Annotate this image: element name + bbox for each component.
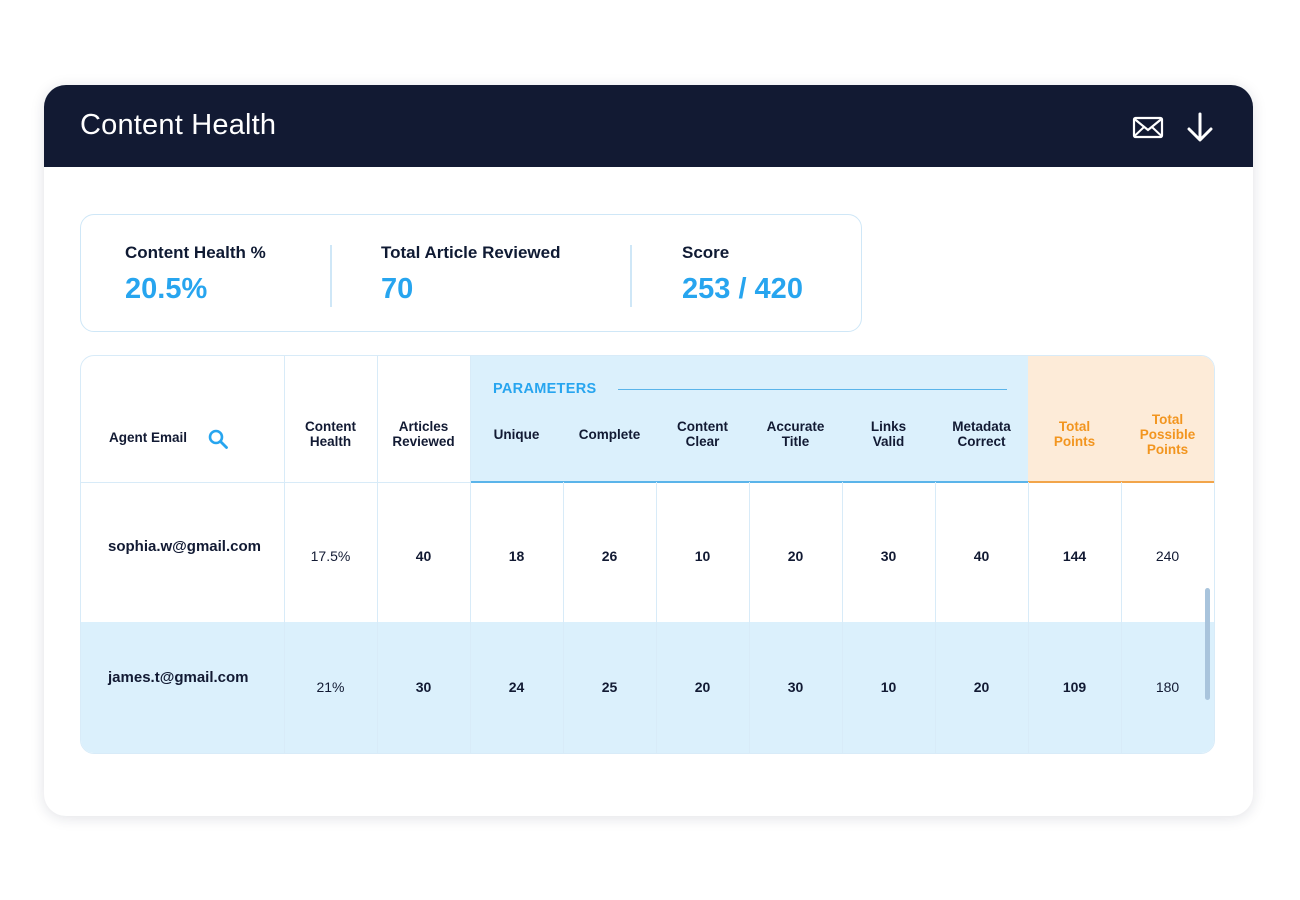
column-divider xyxy=(656,482,657,753)
content-health-value: 20.5% xyxy=(125,273,208,305)
complete-header: Complete xyxy=(563,414,656,454)
download-icon[interactable] xyxy=(1182,109,1218,145)
header-line: Content xyxy=(305,419,356,434)
articles-value: 70 xyxy=(381,273,414,305)
complete-cell: 26 xyxy=(601,548,618,564)
content-health-cell: 21% xyxy=(316,679,345,695)
card-header: Content Health xyxy=(44,85,1253,167)
parameters-rule xyxy=(618,389,1007,390)
content-clear-cell: 20 xyxy=(694,679,711,695)
header-line: Title xyxy=(781,434,810,449)
links-valid-header: Links Valid xyxy=(842,414,935,454)
total-possible-points-header: Total Possible Points xyxy=(1121,406,1214,462)
mail-icon[interactable] xyxy=(1130,109,1166,145)
summary-panel: Content Health % 20.5% Total Article Rev… xyxy=(80,214,862,332)
header-line: Correct xyxy=(957,434,1006,449)
total-points-header: Total Points xyxy=(1028,414,1121,454)
parameters-header-bg xyxy=(470,356,1028,482)
column-divider xyxy=(284,356,285,753)
header-line: Possible xyxy=(1139,426,1196,442)
totals-header-bg xyxy=(1028,356,1214,482)
column-divider xyxy=(470,356,471,753)
page-title: Content Health xyxy=(80,109,277,141)
column-divider xyxy=(377,356,378,753)
header-line: Unique xyxy=(493,426,540,442)
total-possible-points-cell: 240 xyxy=(1155,548,1180,564)
content-clear-header: Content Clear xyxy=(656,414,749,454)
content-clear-cell: 10 xyxy=(694,548,711,564)
metadata-correct-header: Metadata Correct xyxy=(935,414,1028,454)
parameters-label: PARAMETERS xyxy=(493,381,597,397)
total-possible-points-cell: 180 xyxy=(1155,679,1180,695)
unique-cell: 24 xyxy=(508,679,525,695)
header-line: Total xyxy=(1151,411,1184,427)
total-points-cell: 144 xyxy=(1062,548,1087,564)
column-divider xyxy=(935,482,936,753)
vertical-scrollbar[interactable] xyxy=(1205,588,1210,700)
content-health-label: Content Health % xyxy=(125,243,266,262)
content-health-header: Content Health xyxy=(284,414,377,454)
content-health-stat: Content Health % 20.5% xyxy=(125,243,266,306)
column-divider xyxy=(563,482,564,753)
column-divider xyxy=(1028,482,1029,753)
articles-reviewed-cell: 40 xyxy=(415,548,432,564)
table-row-highlight xyxy=(81,622,1214,753)
score-value: 253 / 420 xyxy=(682,273,803,305)
agents-table: Agent Email Content Health Articles Revi… xyxy=(80,355,1215,754)
score-label: Score xyxy=(682,243,730,262)
metadata-correct-cell: 40 xyxy=(973,548,990,564)
links-valid-cell: 10 xyxy=(880,679,897,695)
header-line: Complete xyxy=(578,426,641,442)
header-line: Accurate xyxy=(766,419,825,434)
metadata-correct-cell: 20 xyxy=(973,679,990,695)
header-line: Points xyxy=(1146,441,1189,457)
unique-header: Unique xyxy=(470,414,563,454)
complete-cell: 25 xyxy=(601,679,618,695)
agent-email[interactable]: james.t@gmail.com xyxy=(108,669,249,686)
search-icon[interactable] xyxy=(207,428,229,450)
unique-cell: 18 xyxy=(508,548,525,564)
content-health-cell: 17.5% xyxy=(310,548,351,564)
header-line: Links xyxy=(870,419,907,434)
column-divider xyxy=(842,482,843,753)
links-valid-cell: 30 xyxy=(880,548,897,564)
header-line: Points xyxy=(1053,434,1096,449)
score-stat: Score 253 / 420 xyxy=(682,243,803,306)
accurate-title-cell: 30 xyxy=(787,679,804,695)
articles-reviewed-cell: 30 xyxy=(415,679,432,695)
articles-reviewed-header: Articles Reviewed xyxy=(377,414,470,454)
header-line: Content xyxy=(677,419,728,434)
agent-email-header: Agent Email xyxy=(109,430,188,445)
accurate-title-header: Accurate Title xyxy=(749,414,842,454)
articles-label: Total Article Reviewed xyxy=(381,243,561,262)
total-points-cell: 109 xyxy=(1062,679,1087,695)
articles-stat: Total Article Reviewed 70 xyxy=(381,243,561,306)
content-health-card: Content Health Content Health % 20.5% To… xyxy=(44,85,1253,816)
header-line: Clear xyxy=(685,434,720,449)
header-line: Total xyxy=(1058,419,1091,434)
accurate-title-cell: 20 xyxy=(787,548,804,564)
header-line: Articles xyxy=(398,419,449,434)
header-line: Reviewed xyxy=(392,434,455,449)
divider xyxy=(330,245,332,307)
column-divider xyxy=(749,482,750,753)
divider xyxy=(630,245,632,307)
agent-email[interactable]: sophia.w@gmail.com xyxy=(108,538,261,555)
header-line: Health xyxy=(309,434,352,449)
header-line: Metadata xyxy=(952,419,1011,434)
column-divider xyxy=(1121,482,1122,753)
header-divider xyxy=(81,482,470,483)
header-line: Valid xyxy=(872,434,905,449)
